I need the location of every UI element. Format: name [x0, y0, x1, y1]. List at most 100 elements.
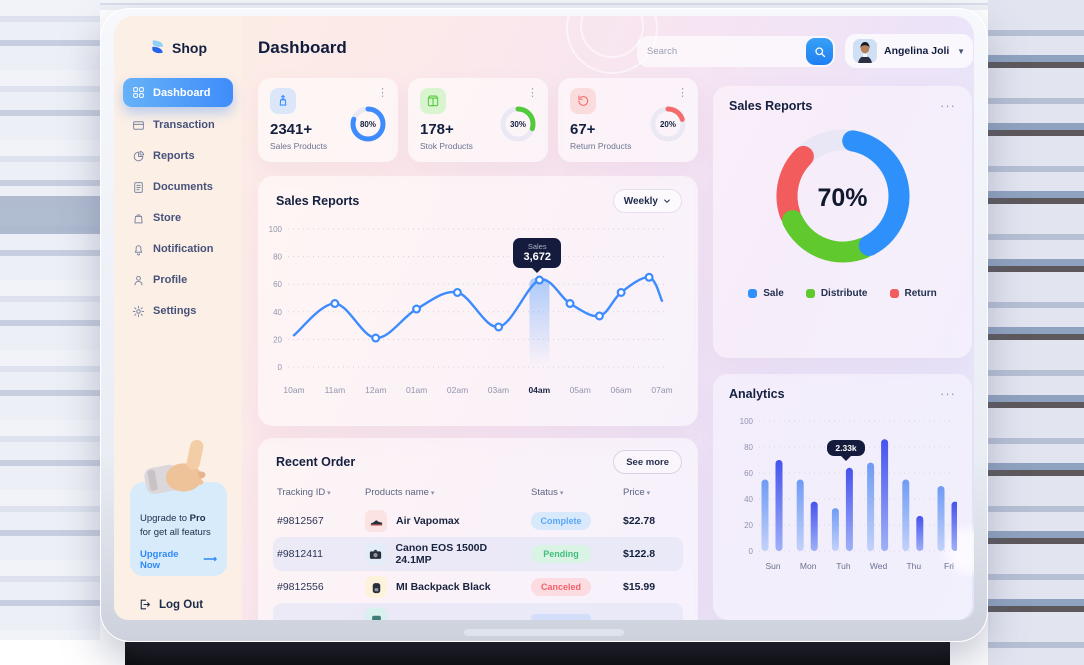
- svg-text:60: 60: [273, 280, 282, 289]
- search-input[interactable]: [637, 46, 806, 57]
- table-header-cell[interactable]: Status ▾: [527, 482, 619, 505]
- svg-text:Wed: Wed: [870, 561, 888, 571]
- status-cell: Pending: [527, 537, 619, 571]
- table-header-cell[interactable]: Products name ▾: [361, 482, 527, 505]
- see-more-button[interactable]: See more: [613, 450, 682, 474]
- svg-text:0: 0: [749, 547, 754, 556]
- device-frame: Shop Dashboard Transaction Reports Document…: [100, 8, 988, 642]
- stats-row: ⋮ 2341+ Sales Products 80% ⋮ 178+ Stok Product…: [258, 78, 698, 162]
- chevron-down-icon: ▾: [557, 490, 564, 497]
- status-cell: Complete: [527, 505, 619, 537]
- bar-tooltip: 2.33k: [827, 439, 865, 456]
- chevron-down-icon: ▼: [957, 46, 965, 56]
- tracking-id: #9812567: [273, 505, 361, 537]
- svg-text:Thu: Thu: [906, 561, 921, 571]
- sidebar-item-documents[interactable]: Documents: [123, 174, 233, 200]
- stat-card: ⋮ 67+ Return Products 20%: [558, 78, 698, 162]
- donut-center-label: 70%: [817, 184, 868, 212]
- card-title: Analytics: [729, 387, 785, 401]
- sidebar-item-label: Reports: [153, 150, 195, 162]
- sidebar-item-settings[interactable]: Settings: [123, 298, 233, 324]
- screen: Shop Dashboard Transaction Reports Document…: [114, 16, 974, 620]
- price: $122.8: [619, 537, 683, 571]
- more-menu-icon[interactable]: ···: [940, 98, 956, 113]
- return-icon: [578, 95, 589, 106]
- legend-label: Sale: [763, 288, 784, 299]
- status-badge: [531, 614, 591, 620]
- stat-card: ⋮ 178+ Stok Products 30%: [408, 78, 548, 162]
- sidebar-item-notification[interactable]: Notification: [123, 236, 233, 262]
- profile-chip[interactable]: Angelina Joli ▼: [845, 34, 973, 68]
- product-icon: [365, 576, 387, 598]
- stat-ring: 80%: [348, 104, 388, 144]
- kebab-menu-icon[interactable]: ⋮: [527, 87, 538, 99]
- card-title: Recent Order: [276, 455, 356, 469]
- pie-icon: [133, 150, 145, 161]
- stat-value: 2341+: [270, 121, 313, 138]
- sidebar-item-dashboard[interactable]: Dashboard: [123, 78, 233, 107]
- doc-icon: [134, 181, 143, 193]
- table-row[interactable]: #9812556 MI Backpack Black Canceled $15.99: [273, 571, 683, 603]
- sales-donut-card: Sales Reports ··· 70% Sale Distribute Retu…: [713, 86, 972, 358]
- tooltip-value: 2.33k: [835, 442, 857, 453]
- kebab-menu-icon[interactable]: ⋮: [377, 87, 388, 99]
- gear-icon: [132, 305, 145, 317]
- stat-icon-chip: [570, 88, 596, 114]
- svg-text:Sun: Sun: [765, 561, 780, 571]
- svg-text:40: 40: [273, 308, 282, 317]
- upgrade-now-link[interactable]: Upgrade Now ⟶: [140, 548, 217, 571]
- svg-text:80: 80: [273, 253, 282, 262]
- line-chart: 0 20 40 60 80 100 10am 11am 12am 01am 02am 03am 04am…: [258, 215, 698, 416]
- stat-percent: 80%: [359, 119, 376, 129]
- svg-text:60: 60: [744, 469, 753, 478]
- product: [365, 608, 523, 620]
- table-header-cell[interactable]: Price ▾: [619, 482, 683, 505]
- price: $15.99: [619, 571, 683, 603]
- background-stripes-right: [988, 0, 1084, 665]
- svg-text:04am: 04am: [528, 385, 550, 395]
- sidebar-item-reports[interactable]: Reports: [123, 143, 233, 169]
- product-icon: [365, 608, 387, 620]
- bag-icon: [134, 213, 143, 223]
- donut-legend: Sale Distribute Return: [713, 288, 972, 299]
- sidebar-item-store[interactable]: Store: [123, 205, 233, 231]
- chevron-down-icon: ▾: [644, 490, 651, 497]
- logo: Shop: [148, 38, 207, 57]
- table-header-cell[interactable]: Tracking ID ▾: [273, 482, 361, 505]
- status-badge: Canceled: [531, 578, 591, 596]
- stat-value: 67+: [570, 121, 596, 138]
- upgrade-text: Upgrade to Pro for get all featurs: [140, 513, 211, 538]
- product-name: Canon EOS 1500D 24.1MP: [395, 542, 488, 566]
- more-menu-icon[interactable]: ···: [940, 386, 956, 401]
- bell-icon: [134, 244, 143, 255]
- legend-dot: [748, 289, 758, 298]
- weekly-dropdown[interactable]: Weekly: [612, 189, 682, 213]
- table-row[interactable]: #9812411 Canon EOS 1500D 24.1MP Pending $12…: [273, 537, 683, 571]
- sidebar-item-label: Transaction: [153, 119, 215, 131]
- product-cell: Air Vapomax: [361, 505, 527, 537]
- logout-icon: [140, 599, 151, 610]
- box-icon: [427, 95, 439, 107]
- tracking-id: #9812556: [273, 571, 361, 603]
- stat-label: Return Products: [570, 141, 632, 151]
- thumbs-up-image: [144, 439, 206, 494]
- shop-logo-icon: [152, 40, 164, 54]
- kebab-menu-icon[interactable]: ⋮: [677, 87, 688, 99]
- sidebar-item-profile[interactable]: Profile: [123, 267, 233, 293]
- sidebar-item-transaction[interactable]: Transaction: [123, 112, 233, 138]
- table-row[interactable]: #9812567 Air Vapomax Complete $22.78: [273, 505, 683, 537]
- card-title: Sales Reports: [729, 99, 813, 113]
- logout-button[interactable]: Log Out: [138, 598, 203, 611]
- bag-up-icon: [279, 94, 287, 106]
- avatar: [853, 39, 877, 63]
- legend-item: Distribute: [805, 288, 868, 299]
- stat-percent: 20%: [659, 119, 676, 129]
- search-button[interactable]: [806, 38, 833, 65]
- sales-report-card: Sales Reports Weekly 0 20 40 60 80 100 10am 11a…: [258, 176, 698, 426]
- status-badge: Pending: [531, 545, 591, 563]
- tracking-id: [273, 603, 361, 620]
- tracking-id-text: #9812567: [277, 515, 324, 527]
- product-cell: MI Backpack Black: [361, 571, 527, 603]
- table-row[interactable]: [273, 603, 683, 620]
